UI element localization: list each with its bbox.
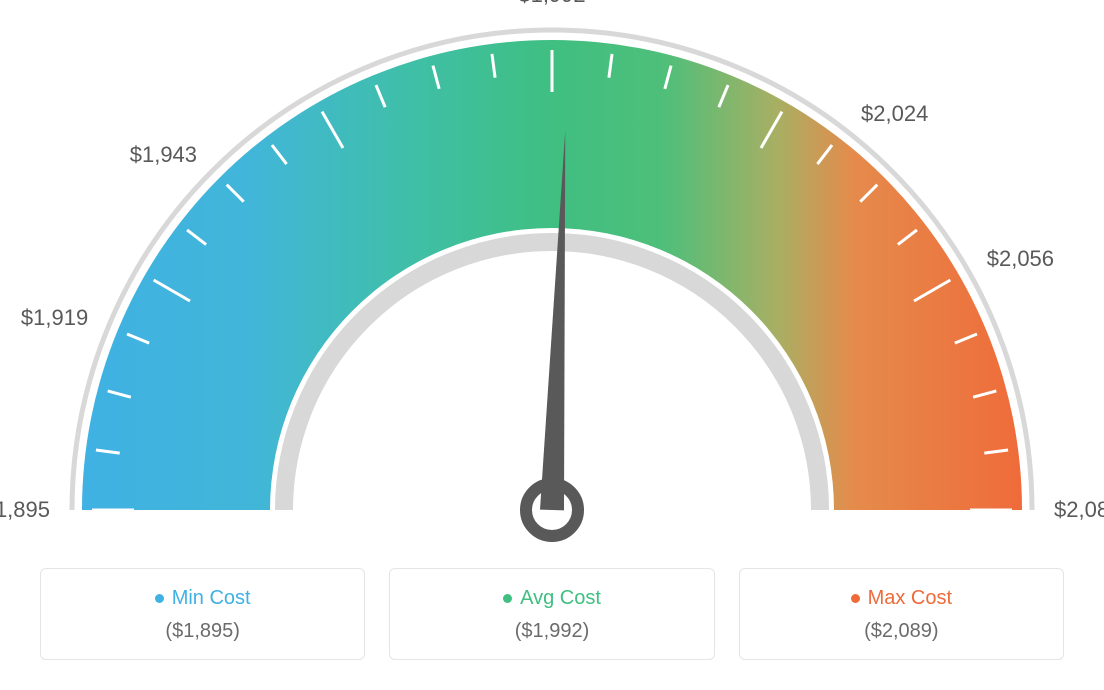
legend-min-label: Min Cost <box>172 587 251 610</box>
legend-avg: Avg Cost ($1,992) <box>389 568 714 660</box>
legend-avg-value: ($1,992) <box>400 620 703 643</box>
gauge-tick-label: $1,943 <box>130 142 197 168</box>
dot-icon <box>155 594 164 603</box>
dot-icon <box>851 594 860 603</box>
legend-row: Min Cost ($1,895) Avg Cost ($1,992) Max … <box>40 568 1064 660</box>
gauge-tick-label: $2,056 <box>987 246 1054 272</box>
legend-max-label: Max Cost <box>868 587 952 610</box>
dot-icon <box>503 594 512 603</box>
gauge-tick-label: $2,024 <box>861 101 928 127</box>
gauge-svg <box>0 0 1104 560</box>
legend-min: Min Cost ($1,895) <box>40 568 365 660</box>
gauge-tick-label: $1,895 <box>0 497 50 523</box>
legend-avg-title: Avg Cost <box>503 587 601 610</box>
gauge-tick-label: $1,919 <box>21 305 88 331</box>
legend-avg-label: Avg Cost <box>520 587 601 610</box>
gauge-tick-label: $1,992 <box>518 0 585 8</box>
gauge-area: $1,895 $1,919 $1,943 $1,992 $2,024 $2,056 $2,0… <box>0 0 1104 560</box>
gauge-tick-label: $2,089 <box>1054 497 1104 523</box>
legend-max-value: ($2,089) <box>750 620 1053 643</box>
legend-max: Max Cost ($2,089) <box>739 568 1064 660</box>
legend-max-title: Max Cost <box>851 587 952 610</box>
gauge-chart-container: $1,895 $1,919 $1,943 $1,992 $2,024 $2,056 $2,0… <box>0 0 1104 690</box>
legend-min-value: ($1,895) <box>51 620 354 643</box>
legend-min-title: Min Cost <box>155 587 251 610</box>
